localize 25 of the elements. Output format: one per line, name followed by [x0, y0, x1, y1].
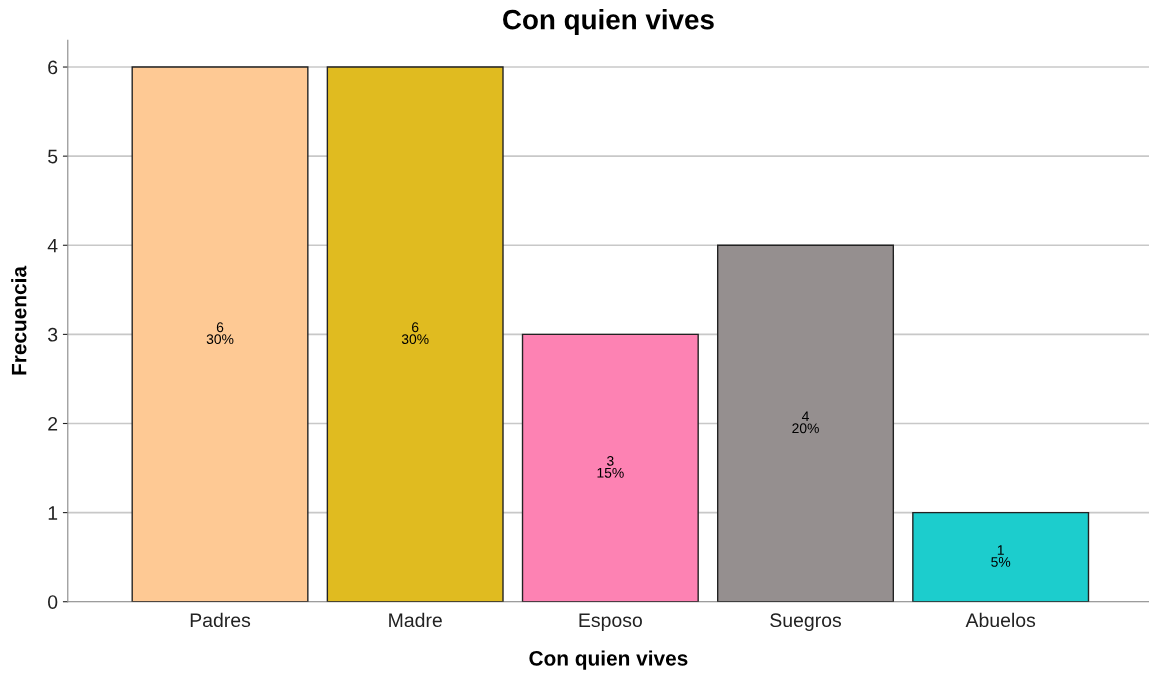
data-label: 1 5%	[991, 545, 1011, 567]
x-tick-label: Suegros	[770, 613, 842, 631]
bar	[716, 244, 895, 602]
y-axis-title: Frecuencia	[11, 265, 27, 375]
y-tick-label: 1	[48, 506, 58, 520]
bar	[131, 66, 309, 602]
chart-title: Con quien vives	[503, 9, 714, 35]
y-tick-label: 2	[48, 416, 58, 431]
y-tick-label: 5	[48, 149, 58, 164]
x-tick-label: Esposo	[579, 613, 642, 631]
x-tick-label: Abuelos	[965, 612, 1036, 628]
bar	[326, 66, 504, 602]
x-tick-label: Padres	[190, 612, 251, 628]
x-tick-label: Madre	[389, 612, 442, 628]
y-tick-label: 6	[48, 60, 58, 75]
data-label: 6 30%	[401, 322, 429, 345]
bar	[521, 333, 699, 602]
data-label: 6 30%	[206, 322, 234, 345]
y-tick-label: 0	[48, 595, 58, 609]
y-tick-label: 4	[47, 238, 58, 253]
bar	[912, 511, 1090, 602]
data-label: 4 20%	[792, 411, 819, 434]
x-axis-title: Con quien vives	[529, 650, 688, 670]
data-label: 3 15%	[597, 455, 624, 478]
y-tick-label: 3	[48, 327, 58, 342]
